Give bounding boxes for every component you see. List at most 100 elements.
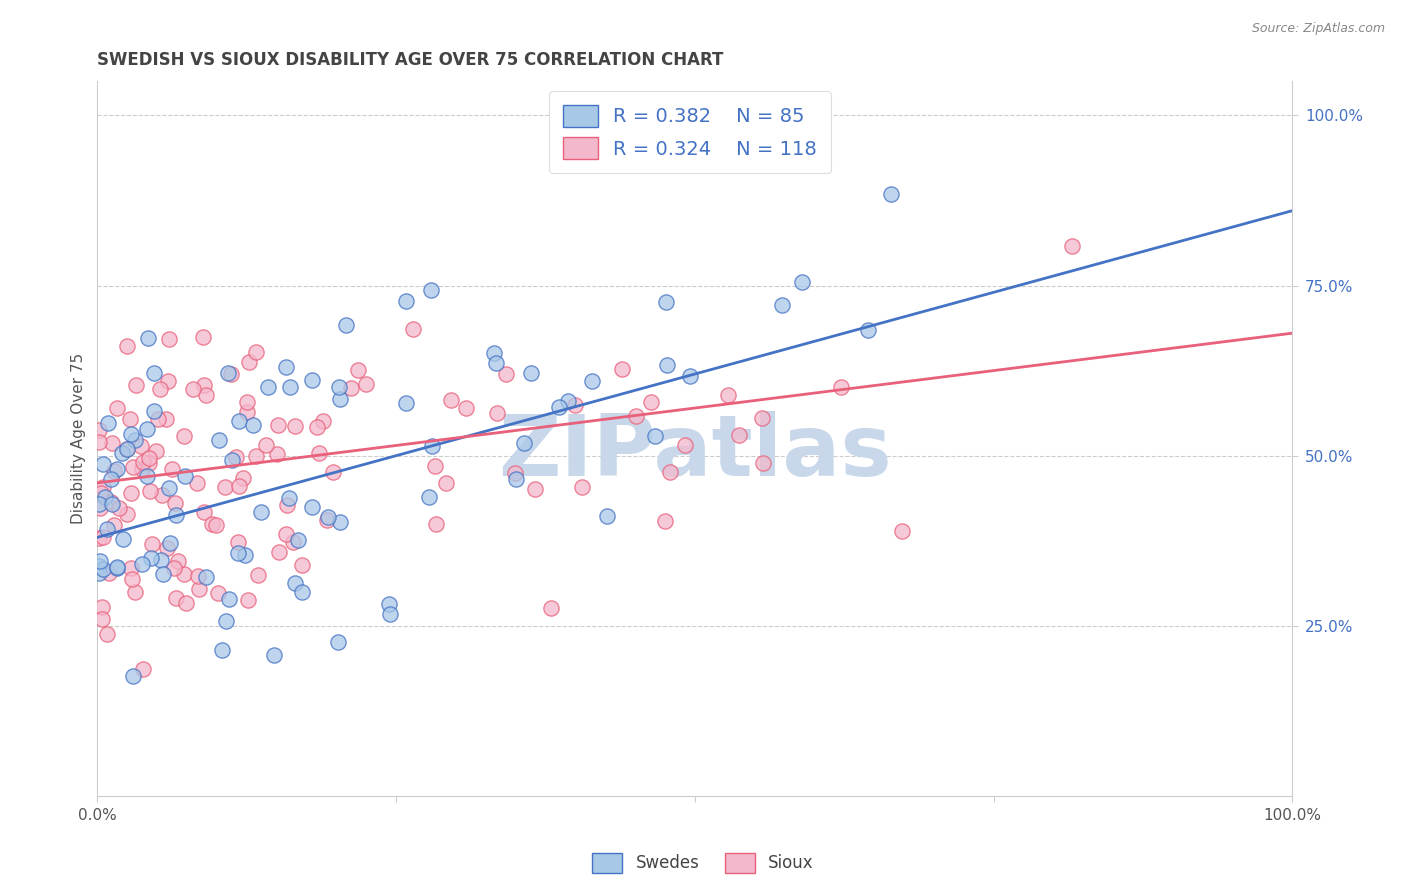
Point <box>205 518 228 533</box>
Point <box>328 380 350 394</box>
Point <box>188 582 211 596</box>
Point <box>291 585 314 599</box>
Point <box>673 438 696 452</box>
Point <box>354 376 377 391</box>
Point <box>103 464 125 478</box>
Point <box>193 505 215 519</box>
Point <box>211 642 233 657</box>
Point <box>610 361 633 376</box>
Text: ZIPatlas: ZIPatlas <box>498 411 891 494</box>
Point <box>101 497 124 511</box>
Point <box>174 469 197 483</box>
Point <box>132 455 155 469</box>
Point <box>232 470 254 484</box>
Point <box>513 436 536 450</box>
Point <box>830 380 852 394</box>
Point <box>247 567 270 582</box>
Point <box>524 482 547 496</box>
Point <box>276 498 298 512</box>
Point <box>266 447 288 461</box>
Point <box>218 592 240 607</box>
Point <box>165 591 187 606</box>
Point <box>484 345 506 359</box>
Point <box>225 450 247 464</box>
Legend: Swedes, Sioux: Swedes, Sioux <box>586 847 820 880</box>
Point <box>138 457 160 471</box>
Point <box>378 607 401 621</box>
Point <box>193 330 215 344</box>
Point <box>717 388 740 402</box>
Point <box>228 414 250 428</box>
Point <box>87 531 110 545</box>
Point <box>89 500 111 515</box>
Point <box>97 566 120 580</box>
Point <box>245 449 267 463</box>
Point <box>96 626 118 640</box>
Point <box>1062 239 1084 253</box>
Point <box>117 442 139 456</box>
Point <box>301 373 323 387</box>
Point <box>346 363 368 377</box>
Point <box>120 486 142 500</box>
Point <box>520 366 543 380</box>
Point <box>87 497 110 511</box>
Point <box>654 515 676 529</box>
Point <box>440 393 463 408</box>
Point <box>503 466 526 480</box>
Point <box>195 388 218 402</box>
Point <box>100 436 122 450</box>
Point <box>91 562 114 576</box>
Point <box>287 533 309 547</box>
Point <box>181 382 204 396</box>
Point <box>233 548 256 562</box>
Point <box>159 536 181 550</box>
Point <box>596 509 619 524</box>
Point <box>146 411 169 425</box>
Point <box>312 414 335 428</box>
Point <box>250 505 273 519</box>
Point <box>217 367 239 381</box>
Point <box>166 554 188 568</box>
Y-axis label: Disability Age Over 75: Disability Age Over 75 <box>72 353 86 524</box>
Point <box>659 465 682 479</box>
Point <box>254 438 277 452</box>
Point <box>201 517 224 532</box>
Point <box>238 592 260 607</box>
Point <box>174 596 197 610</box>
Point <box>335 318 357 332</box>
Point <box>193 378 215 392</box>
Point <box>557 394 579 409</box>
Point <box>207 586 229 600</box>
Point <box>115 339 138 353</box>
Point <box>120 412 142 426</box>
Legend: R = 0.382    N = 85, R = 0.324    N = 118: R = 0.382 N = 85, R = 0.324 N = 118 <box>550 91 831 173</box>
Point <box>395 396 418 410</box>
Point <box>173 567 195 582</box>
Point <box>655 358 678 372</box>
Point <box>136 331 159 345</box>
Point <box>100 495 122 509</box>
Point <box>422 440 444 454</box>
Text: SWEDISH VS SIOUX DISABILITY AGE OVER 75 CORRELATION CHART: SWEDISH VS SIOUX DISABILITY AGE OVER 75 … <box>97 51 724 69</box>
Point <box>131 557 153 571</box>
Point <box>305 420 328 434</box>
Point <box>91 458 114 472</box>
Point <box>157 332 180 346</box>
Point <box>214 480 236 494</box>
Point <box>139 551 162 566</box>
Point <box>135 422 157 436</box>
Point <box>124 433 146 447</box>
Point <box>644 429 666 443</box>
Point <box>283 535 305 549</box>
Point <box>640 395 662 409</box>
Point <box>89 486 111 500</box>
Point <box>434 475 457 490</box>
Point <box>316 510 339 524</box>
Point <box>142 404 165 418</box>
Point <box>655 295 678 310</box>
Point <box>87 423 110 437</box>
Point <box>267 417 290 432</box>
Point <box>236 405 259 419</box>
Point <box>377 597 399 611</box>
Point <box>728 428 751 442</box>
